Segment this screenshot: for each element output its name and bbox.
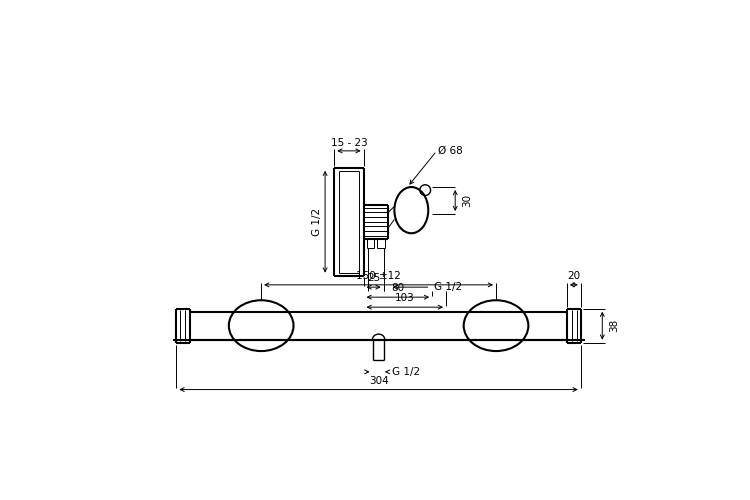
Text: 304: 304 (369, 376, 388, 386)
Text: 38: 38 (609, 319, 619, 332)
Text: 150 ±12: 150 ±12 (356, 271, 401, 281)
Text: 25: 25 (367, 274, 380, 283)
Text: 30: 30 (462, 194, 472, 207)
Text: G 1/2: G 1/2 (392, 367, 421, 377)
Text: G 1/2: G 1/2 (313, 208, 322, 236)
Text: 20: 20 (567, 271, 580, 281)
Text: 80: 80 (392, 284, 404, 294)
Text: G 1/2: G 1/2 (433, 282, 462, 292)
Text: Ø 68: Ø 68 (438, 146, 463, 156)
Text: 15 - 23: 15 - 23 (331, 138, 368, 148)
Text: 103: 103 (395, 294, 415, 304)
